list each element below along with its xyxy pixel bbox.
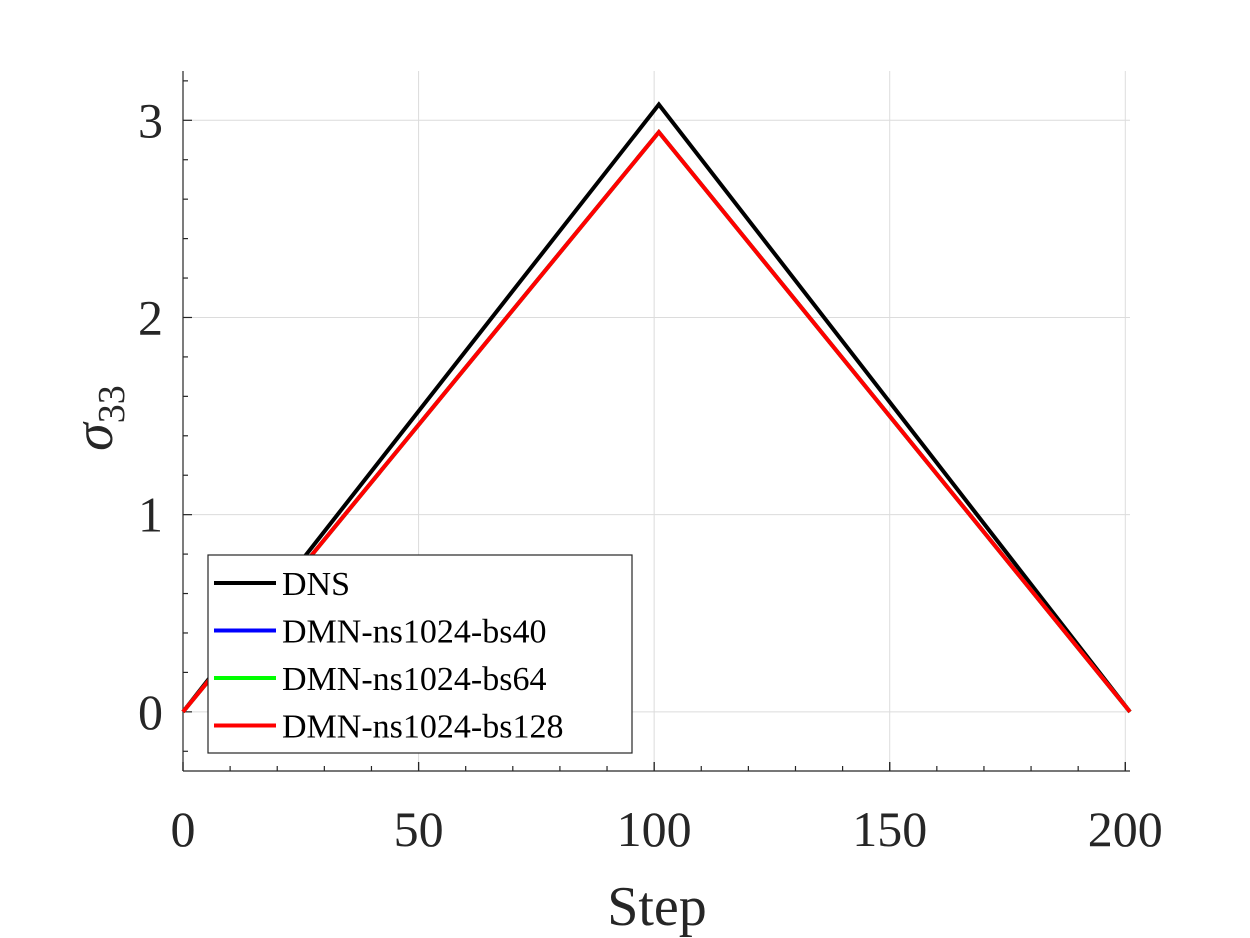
y-axis-title: σ33 [63,385,133,451]
y-axis-title-subscript: 33 [91,385,133,423]
x-tick-label: 150 [852,801,927,857]
y-tick-label: 0 [138,684,163,740]
axes [182,71,1130,772]
legend-label: DNS [282,566,350,603]
x-tick-label: 200 [1088,801,1163,857]
tick-labels: 0 50 100 150 200 0 1 2 3 [138,92,1163,857]
y-tick-label: 3 [138,92,163,148]
series-line-DNS [181,101,1132,714]
legend-label: DMN-ns1024-bs64 [282,661,546,698]
legend-box [207,554,633,754]
legend-label: DMN-ns1024-bs40 [282,614,546,651]
x-axis-title: Step [607,876,707,938]
y-tick-label: 2 [138,289,163,345]
x-tick-label: 100 [617,801,692,857]
x-tick-label: 50 [394,801,444,857]
legend: DNS DMN-ns1024-bs40 DMN-ns1024-bs64 DMN-ns1… [207,554,633,754]
legend-label: DMN-ns1024-bs128 [282,709,563,746]
y-tick-label: 1 [138,487,163,543]
y-axis-title-symbol: σ [63,421,125,451]
series-lines [181,101,1132,714]
series-line-DMN-ns1024-bs128 [181,128,1132,714]
x-tick-label: 0 [171,801,196,857]
